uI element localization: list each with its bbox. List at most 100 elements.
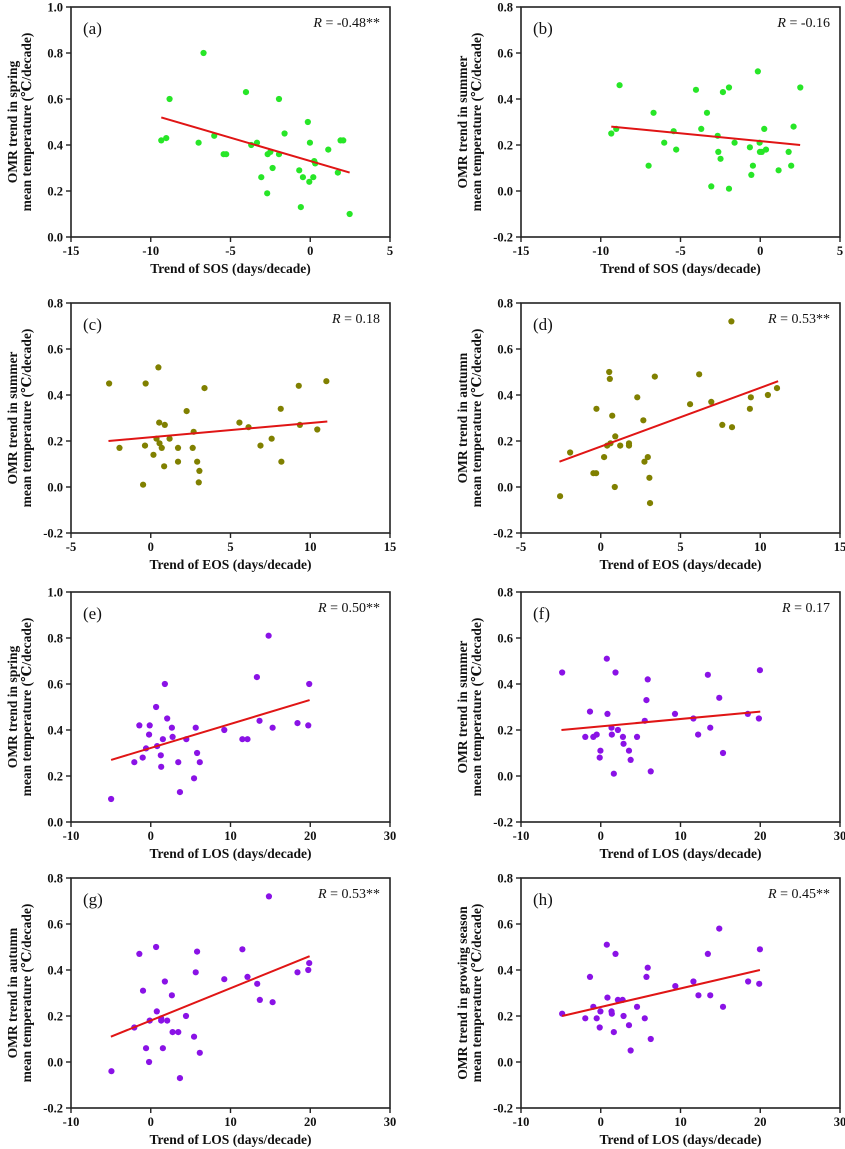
x-tick-label: -10	[142, 244, 159, 258]
data-point	[673, 146, 680, 153]
data-point	[620, 1012, 627, 1020]
data-point	[139, 987, 147, 994]
x-tick-label: -10	[592, 244, 609, 258]
regression-line	[110, 699, 310, 761]
data-point	[174, 444, 182, 451]
data-point	[305, 966, 312, 974]
x-tick-label: 5	[837, 244, 843, 258]
x-tick-label: 30	[384, 1115, 397, 1129]
x-tick-label: -5	[516, 540, 526, 554]
data-point	[305, 722, 312, 729]
data-point	[620, 740, 627, 747]
x-axis-label: Trend of LOS (days/decade)	[150, 846, 312, 861]
data-point	[661, 139, 668, 146]
x-tick-label: -5	[675, 244, 685, 258]
y-axis-label-line2: mean temperature (℃/decade)	[19, 618, 34, 797]
data-point	[325, 146, 332, 153]
data-point	[176, 1075, 184, 1082]
data-point	[728, 318, 735, 325]
y-tick-label: 0.2	[497, 435, 513, 449]
data-point	[269, 999, 276, 1006]
data-point	[582, 1015, 589, 1022]
x-tick-label: 30	[834, 829, 845, 843]
data-point	[304, 118, 311, 126]
y-tick-label: 0.8	[47, 632, 63, 646]
y-axis-label-line1: OMR trend in summer	[455, 56, 470, 189]
data-point	[596, 754, 603, 761]
data-point	[306, 139, 314, 146]
data-point	[610, 770, 617, 777]
data-point	[593, 405, 600, 412]
data-point	[314, 426, 321, 433]
data-point	[708, 398, 715, 405]
data-point	[717, 155, 724, 162]
data-point	[627, 756, 634, 764]
plot-frame	[520, 6, 841, 238]
r-value: = 0.17	[791, 601, 830, 616]
data-point	[725, 84, 733, 91]
x-tick-label: 20	[304, 829, 317, 843]
x-tick-label: 10	[674, 829, 687, 843]
data-point	[704, 950, 711, 958]
data-point	[239, 736, 246, 743]
data-point	[275, 95, 283, 103]
x-tick-label: -15	[513, 244, 530, 258]
x-axis-label: Trend of EOS (days/decade)	[600, 557, 762, 572]
data-point	[195, 139, 202, 146]
y-tick-label: 0.6	[47, 918, 63, 932]
data-point	[644, 964, 651, 971]
data-point	[278, 458, 285, 465]
correlation-label: R = -0.48**	[312, 16, 380, 31]
data-point	[715, 148, 722, 155]
r-symbol: R	[781, 601, 791, 616]
y-tick-label: 0.2	[47, 435, 63, 449]
regression-line	[561, 710, 761, 731]
data-point	[201, 385, 208, 392]
data-point	[593, 470, 600, 477]
data-point	[719, 749, 727, 757]
y-tick-label: 0.6	[497, 632, 513, 646]
data-point	[194, 458, 201, 465]
data-point	[158, 763, 165, 770]
data-point	[600, 454, 608, 461]
panel-label: (a)	[83, 19, 102, 38]
data-point	[136, 722, 143, 729]
data-point	[200, 49, 207, 57]
data-point	[161, 463, 168, 470]
data-point	[671, 710, 679, 718]
r-symbol: R	[767, 887, 777, 902]
x-tick-label: -10	[513, 1115, 530, 1129]
data-point	[612, 669, 619, 676]
x-axis-label: Trend of LOS (days/decade)	[600, 1132, 762, 1147]
data-point	[790, 123, 797, 130]
data-point	[142, 1045, 150, 1052]
data-point	[145, 731, 153, 738]
x-tick-label: 0	[598, 540, 604, 554]
y-tick-label: 0.6	[47, 678, 63, 692]
data-point	[728, 424, 736, 431]
data-point	[745, 978, 752, 985]
data-point	[719, 1003, 727, 1010]
y-tick-label: 0.2	[47, 185, 63, 199]
data-point	[258, 174, 265, 181]
data-point	[634, 394, 641, 401]
y-tick-label: 0.4	[47, 389, 63, 403]
data-point	[716, 925, 723, 932]
y-tick-label: 0.0	[497, 481, 513, 495]
data-point	[797, 84, 804, 91]
y-tick-label: 1.0	[47, 586, 63, 600]
data-point	[155, 364, 162, 371]
data-point	[164, 715, 171, 722]
x-tick-label: 5	[677, 540, 683, 554]
x-tick-label: 0	[148, 540, 154, 554]
r-value: = -0.48**	[322, 16, 380, 31]
x-tick-label: 0	[598, 829, 604, 843]
y-tick-label: 0.6	[497, 918, 513, 932]
regression-line	[611, 125, 801, 146]
data-point	[106, 380, 113, 387]
y-axis-label-line1: OMR trend in autumn	[455, 352, 470, 483]
data-point	[265, 893, 273, 900]
data-point	[116, 444, 123, 451]
data-point	[604, 710, 611, 718]
y-tick-label: 0.0	[497, 185, 513, 199]
